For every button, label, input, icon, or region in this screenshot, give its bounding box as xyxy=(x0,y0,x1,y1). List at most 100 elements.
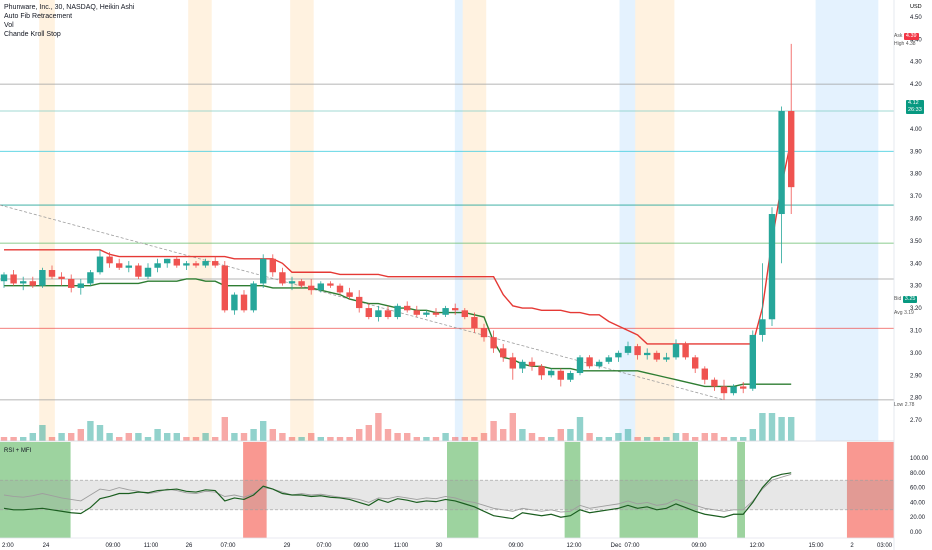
volume-bar xyxy=(144,437,152,441)
candle-body xyxy=(452,308,459,311)
indicator-chande[interactable]: Chande Kroll Stop xyxy=(4,31,61,38)
volume-bar xyxy=(135,433,142,441)
candle xyxy=(701,366,708,385)
volume-bar xyxy=(0,437,8,441)
indicator-fib[interactable]: Auto Fib Retracement xyxy=(4,13,73,20)
candle-body xyxy=(308,285,315,291)
last-price-value: 4.12 xyxy=(908,100,919,106)
volume-bar xyxy=(20,437,27,441)
rsi-tick-label: 40.00 xyxy=(910,500,926,506)
price-tick-label: 3.10 xyxy=(910,328,922,334)
candle-body xyxy=(336,285,344,293)
candle xyxy=(576,355,584,376)
indicator-volume[interactable]: Vol xyxy=(4,22,14,29)
rsi-axis: 100.00 80.00 60.00 40.00 20.00 0.00 xyxy=(910,456,929,536)
candle-body xyxy=(442,308,449,315)
candle-body xyxy=(740,386,747,389)
candle xyxy=(423,310,430,318)
candle xyxy=(653,350,660,362)
high-label: High xyxy=(894,41,905,47)
candle-body xyxy=(586,357,593,367)
volume-bar xyxy=(452,437,459,441)
rsi-tick-label: 60.00 xyxy=(910,486,926,492)
volume-bar xyxy=(154,429,161,441)
candle xyxy=(68,274,75,293)
candle-body xyxy=(212,261,219,266)
volume-bar xyxy=(356,429,363,441)
volume-bar xyxy=(480,433,488,441)
price-tick-label: 3.00 xyxy=(910,351,922,357)
rsi-highlight-0 xyxy=(0,442,71,538)
volume-bar xyxy=(125,433,132,441)
last-price-tag: 4.12 26:33 xyxy=(906,100,924,114)
rsi-tick-label: 100.00 xyxy=(910,456,929,462)
price-tick-label: 2.90 xyxy=(910,373,922,379)
time-tick-label: 11:00 xyxy=(394,543,409,549)
volume-bar xyxy=(692,437,699,441)
price-tick-label: 4.50 xyxy=(910,15,922,21)
volume-bar xyxy=(269,429,276,441)
candle-body xyxy=(116,263,123,268)
candle-body xyxy=(125,265,132,268)
rsi-panel-title[interactable]: RSI + MFI xyxy=(4,448,32,454)
candle-body xyxy=(202,261,209,266)
candle xyxy=(365,303,372,320)
volume-bar xyxy=(567,429,574,441)
avg-tag: Avg 3.19 xyxy=(894,310,914,317)
candle xyxy=(788,43,795,215)
time-tick-label: 2:00 xyxy=(2,543,14,549)
candle xyxy=(192,261,200,268)
candle-body xyxy=(29,281,36,286)
volume-bar xyxy=(576,417,584,441)
candle xyxy=(634,343,641,360)
candle-body xyxy=(384,310,392,318)
price-tick-label: 4.00 xyxy=(910,127,922,133)
candle-body xyxy=(288,281,296,284)
candle xyxy=(39,267,46,288)
volume-bar xyxy=(682,433,689,441)
session-band-7 xyxy=(815,0,879,441)
price-tick-label: 3.70 xyxy=(910,194,922,200)
candle-body xyxy=(596,361,603,367)
candle xyxy=(500,343,507,362)
candle-body xyxy=(365,308,372,318)
candle-body xyxy=(538,366,545,376)
time-tick-label: 15:00 xyxy=(808,543,824,549)
candle xyxy=(394,303,401,320)
candle-body xyxy=(720,386,728,394)
candle-body xyxy=(394,305,401,318)
candle xyxy=(240,290,248,313)
candle-body xyxy=(605,357,612,362)
candle-body xyxy=(557,370,564,380)
candle-body xyxy=(778,111,785,215)
candle xyxy=(605,355,612,365)
candle-body xyxy=(279,272,286,284)
candle-body xyxy=(144,267,152,277)
volume-bar xyxy=(58,433,65,441)
candle-body xyxy=(231,294,238,311)
rsi-highlight-1 xyxy=(243,442,267,538)
candle xyxy=(432,308,440,318)
volume-bar xyxy=(221,417,228,441)
candle-body xyxy=(768,214,776,320)
candle xyxy=(375,305,382,322)
candle xyxy=(404,301,411,313)
session-band-3 xyxy=(454,0,463,441)
candle-body xyxy=(298,281,305,286)
candle xyxy=(528,357,536,371)
symbol-title[interactable]: Phunware, Inc., 30, NASDAQ, Heikin Ashi xyxy=(4,4,135,11)
volume-bar xyxy=(183,437,190,441)
session-band-5 xyxy=(619,0,636,441)
currency-label: USD xyxy=(910,4,922,10)
volume-bar xyxy=(519,429,526,441)
candle xyxy=(720,379,728,400)
candle xyxy=(0,272,8,288)
high-value: 4.38 xyxy=(905,41,916,47)
candle-body xyxy=(480,328,488,338)
volume-bar xyxy=(634,437,641,441)
price-tick-label: 2.70 xyxy=(910,418,922,424)
candle xyxy=(308,278,315,295)
candle xyxy=(615,350,622,362)
rsi-line xyxy=(3,472,792,520)
